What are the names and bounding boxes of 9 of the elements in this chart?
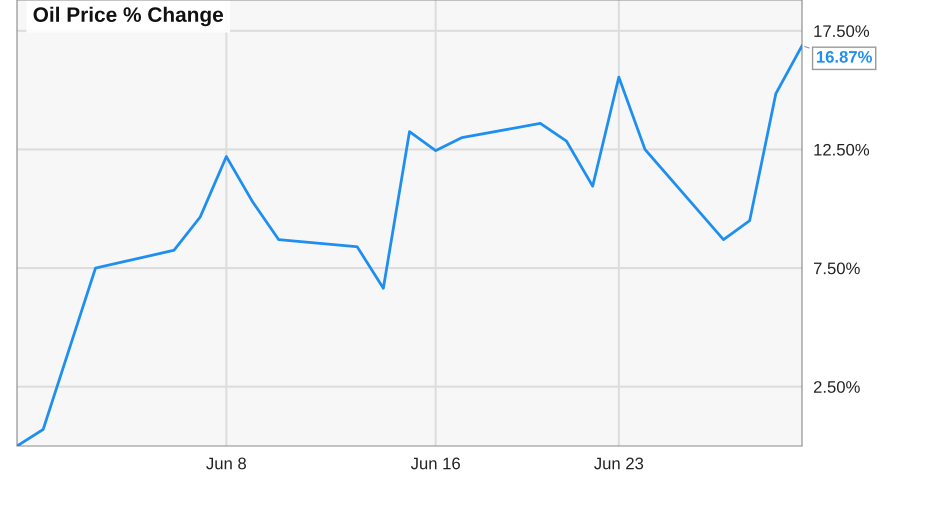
y-tick-label: 17.50% <box>814 25 870 38</box>
x-tick-label: Jun 23 <box>594 458 644 470</box>
chart-title: Oil Price % Change <box>34 6 224 26</box>
x-tick-label: Jun 16 <box>410 458 460 470</box>
y-tick-label: 12.50% <box>814 144 870 156</box>
x-tick-label: Jun 8 <box>206 458 246 470</box>
data-label: 16.87% <box>816 50 872 63</box>
y-tick-label: 7.50% <box>814 262 860 274</box>
y-tick-label: 2.50% <box>814 381 860 393</box>
